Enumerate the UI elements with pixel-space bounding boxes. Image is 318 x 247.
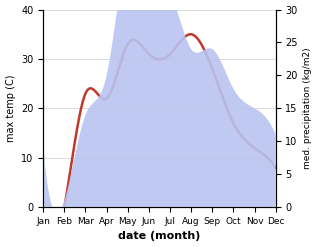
Y-axis label: max temp (C): max temp (C) bbox=[5, 75, 16, 142]
X-axis label: date (month): date (month) bbox=[118, 231, 201, 242]
Y-axis label: med. precipitation (kg/m2): med. precipitation (kg/m2) bbox=[303, 48, 313, 169]
